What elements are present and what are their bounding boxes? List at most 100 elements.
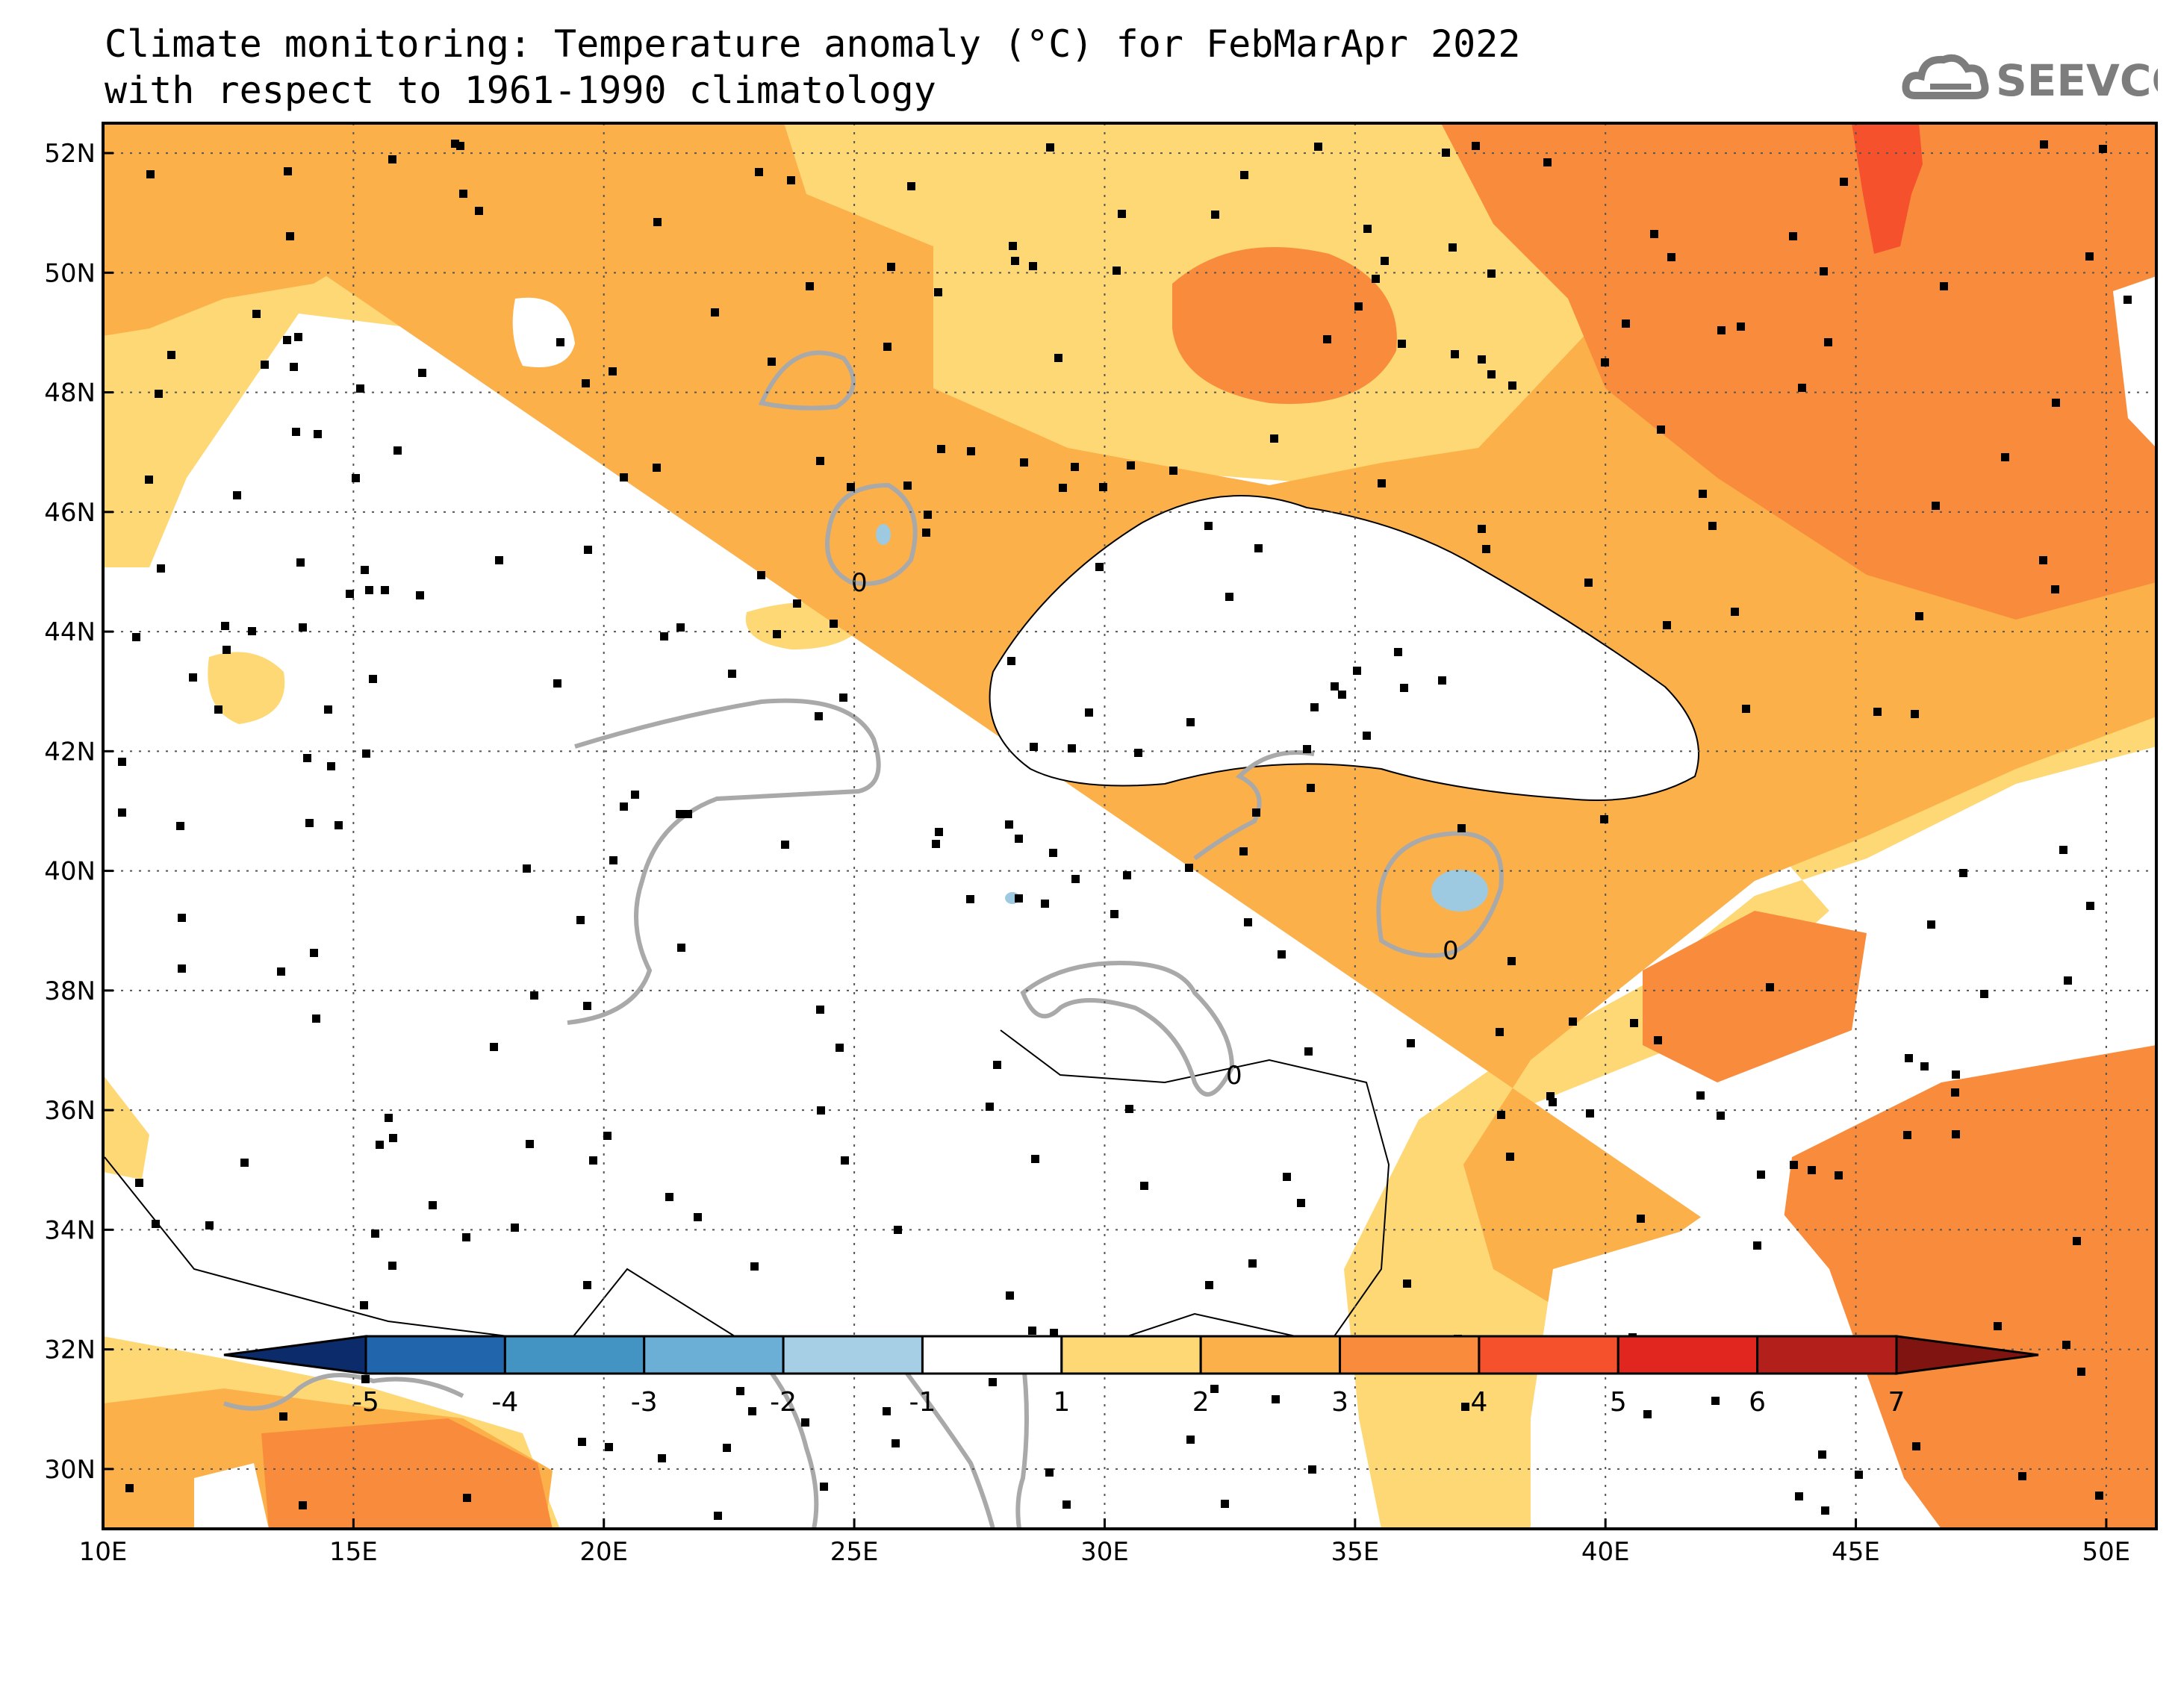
station-marker (589, 1156, 597, 1165)
colorbar-box (1617, 1335, 1759, 1375)
station-marker (324, 705, 332, 714)
station-marker (1307, 784, 1315, 792)
colorbar-box (1478, 1335, 1619, 1375)
anomaly-region-3-4 (1172, 247, 1397, 405)
black-sea (989, 495, 1699, 801)
colorbar-high-arrow (1895, 1335, 2039, 1375)
station-marker (1478, 355, 1486, 364)
station-marker (462, 1233, 470, 1241)
contour-line (223, 1373, 464, 1411)
station-marker (523, 864, 531, 873)
station-marker (989, 1378, 997, 1386)
station-marker (189, 673, 197, 682)
station-marker (1932, 502, 1940, 510)
station-marker (2085, 252, 2094, 261)
station-marker (178, 964, 186, 973)
station-marker (1308, 1465, 1316, 1474)
station-marker (490, 1043, 498, 1051)
station-marker (178, 914, 186, 922)
colorbar: -5 -4 -3 -2 -1 1 2 3 4 5 6 7 (223, 1335, 2039, 1418)
station-marker (1637, 1215, 1645, 1223)
station-marker (1496, 1028, 1504, 1036)
anomaly-region-2-3 (103, 123, 657, 336)
station-marker (1584, 579, 1593, 587)
station-marker (1009, 242, 1017, 250)
station-marker (1663, 621, 1671, 629)
contour-line (1376, 831, 1504, 959)
y-tick-label: 46N (44, 498, 96, 528)
station-marker (1248, 1259, 1257, 1268)
station-marker (1314, 143, 1322, 151)
colorbar-label: 1 (1053, 1387, 1070, 1418)
station-marker (1667, 253, 1675, 261)
colorbar-label: -2 (770, 1387, 797, 1418)
station-marker (1789, 232, 1797, 240)
station-marker (393, 446, 402, 455)
station-marker (312, 1014, 320, 1023)
y-tick-label: 44N (44, 617, 96, 647)
station-marker (1482, 545, 1490, 553)
station-marker (2086, 902, 2094, 910)
station-marker (352, 474, 360, 482)
station-marker (371, 1229, 379, 1238)
colorbar-box (503, 1335, 646, 1375)
station-marker (1310, 703, 1319, 711)
station-marker (1487, 269, 1496, 278)
station-marker (986, 1103, 994, 1111)
station-marker (583, 1002, 591, 1010)
station-marker (723, 1444, 731, 1452)
station-marker (932, 840, 940, 848)
station-marker (1278, 950, 1286, 959)
y-tick-label: 34N (44, 1215, 96, 1245)
station-marker (582, 379, 590, 387)
station-marker (1818, 1450, 1826, 1459)
contour-line (825, 482, 918, 586)
station-marker (1085, 708, 1093, 717)
station-marker (1630, 1019, 1638, 1027)
station-marker (605, 1443, 613, 1451)
station-marker (1952, 1070, 1960, 1079)
station-marker (1378, 479, 1386, 487)
colorbar-box (921, 1335, 1063, 1375)
zero-contours (223, 350, 1504, 1529)
station-marker (233, 491, 241, 499)
station-marker (299, 1501, 307, 1509)
y-tick-label: 38N (44, 976, 96, 1006)
station-marker (1071, 875, 1080, 883)
station-marker (1507, 957, 1516, 965)
station-marker (830, 620, 838, 628)
station-marker (1717, 1112, 1725, 1120)
station-marker (459, 190, 467, 198)
title-line-1: Climate monitoring: Temperature anomaly … (105, 22, 1521, 66)
colorbar-box (1060, 1335, 1202, 1375)
neutral-zone (512, 297, 575, 367)
station-marker (1068, 744, 1076, 752)
station-marker (1272, 1395, 1280, 1403)
station-marker (748, 1407, 756, 1415)
station-marker (284, 167, 292, 175)
station-marker (167, 351, 175, 359)
station-marker (1006, 1291, 1014, 1300)
anomaly-region-2-3 (103, 123, 2156, 1529)
station-marker (1795, 1492, 1803, 1500)
station-marker (935, 828, 943, 836)
station-marker (286, 232, 294, 240)
station-marker (314, 430, 322, 438)
station-marker (2001, 453, 2009, 461)
station-marker (1005, 820, 1013, 829)
station-marker (660, 632, 668, 640)
station-marker (1940, 282, 1948, 290)
x-tick-label: 15E (329, 1537, 378, 1567)
x-tick-label: 10E (79, 1537, 128, 1567)
station-marker (1185, 864, 1193, 872)
station-marker (768, 358, 776, 366)
station-marker (967, 447, 975, 455)
station-marker (620, 802, 628, 811)
contour-label: 0 (1443, 936, 1459, 966)
station-marker (146, 170, 155, 178)
station-marker (847, 483, 855, 491)
station-marker (1438, 676, 1446, 685)
station-marker (2095, 1492, 2103, 1500)
station-marker (1808, 1166, 1816, 1174)
station-marker (1959, 869, 1967, 877)
